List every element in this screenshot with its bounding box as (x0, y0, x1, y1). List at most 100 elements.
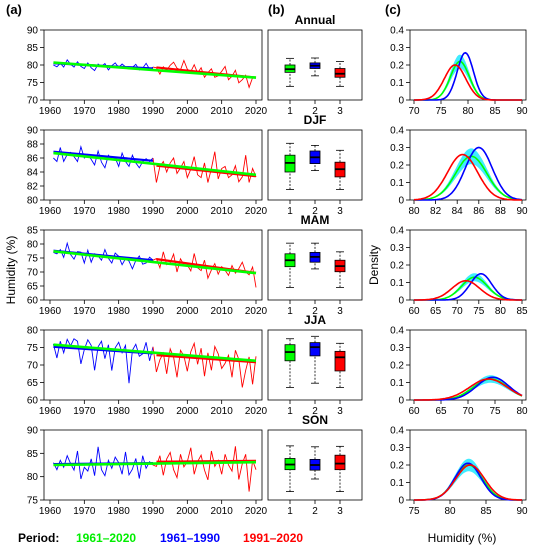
x-tick-label: 82 (430, 206, 442, 217)
boxplot-frame (267, 129, 363, 201)
x-tick-label: 84 (452, 206, 464, 217)
density-curve-1991-2020 (414, 378, 523, 401)
y-tick-label: 70 (27, 268, 39, 279)
trend-line-1991-2020 (156, 164, 257, 178)
y-tick-label: 80 (27, 472, 39, 483)
y-tick-label: 65 (27, 282, 39, 293)
density-curve-1961-1990 (414, 146, 523, 201)
x-tick-label: 1970 (73, 106, 96, 117)
x-tick-label: 60 (408, 306, 420, 317)
x-tick-label: 2020 (245, 106, 268, 117)
season-title: DJF (304, 113, 327, 127)
x-tick-label: 1990 (142, 506, 165, 517)
x-tick-label: 2010 (211, 406, 234, 417)
density-confidence-band (414, 458, 522, 500)
x-tick-label: 1970 (73, 506, 96, 517)
x-tick-label: 1990 (142, 106, 165, 117)
x-tick-label: 2000 (176, 506, 199, 517)
density-curve-1991-2020 (414, 279, 522, 301)
y-tick-label: 85 (27, 449, 39, 460)
y-tick-label: 86 (27, 154, 39, 165)
y-tick-label: 0.4 (390, 426, 404, 437)
series-line-1991-2020 (152, 341, 257, 388)
x-tick-label: 2010 (211, 506, 234, 517)
x-tick-label: 60 (408, 406, 420, 417)
x-tick-label: 1960 (39, 306, 62, 317)
y-tick-label: 65 (27, 378, 39, 389)
x-tick-label: 2010 (211, 106, 234, 117)
x-tick-label: 86 (473, 206, 485, 217)
y-tick-label: 0.2 (390, 61, 404, 72)
legend-item-full: 1961–2020 (76, 531, 136, 545)
box-period-label: 3 (337, 106, 343, 117)
x-tick-label: 70 (462, 406, 474, 417)
x-tick-label: 90 (516, 206, 528, 217)
season-title: JJA (304, 313, 326, 327)
y-tick-label: 0.4 (390, 226, 404, 237)
density-curve-1991-2020 (414, 64, 522, 101)
x-tick-label: 65 (435, 406, 447, 417)
x-tick-label: 1960 (39, 106, 62, 117)
y-tick-label: 90 (27, 26, 39, 37)
box-period-label: 3 (337, 306, 343, 317)
y-tick-label: 0.2 (390, 161, 404, 172)
density-frame (409, 29, 527, 101)
season-title: SON (302, 413, 328, 427)
y-tick-label: 0.1 (390, 78, 404, 89)
x-tick-label: 90 (516, 506, 528, 517)
box-body-period-3 (334, 350, 346, 372)
y-tick-label: 0.1 (390, 178, 404, 189)
y-tick-label: 0 (398, 296, 404, 307)
x-tick-label: 80 (462, 106, 474, 117)
y-tick-label: 0.3 (390, 243, 404, 254)
trend-line-1961-1990 (53, 150, 154, 162)
y-tick-label: 80 (27, 326, 39, 337)
trend-line-1991-2020 (156, 459, 257, 463)
x-tick-label: 85 (516, 306, 528, 317)
y-tick-label: 0 (398, 496, 404, 507)
density-confidence-band (414, 54, 522, 100)
y-tick-label: 0.3 (390, 343, 404, 354)
y-tick-label: 0.3 (390, 43, 404, 54)
x-tick-label: 1990 (142, 406, 165, 417)
y-tick-label: 0.2 (390, 361, 404, 372)
x-tick-label: 88 (495, 206, 507, 217)
y-tick-label: 80 (27, 196, 39, 207)
x-tick-label: 1980 (108, 106, 131, 117)
x-tick-label: 1960 (39, 406, 62, 417)
x-tick-label: 1980 (108, 206, 131, 217)
y-tick-label: 80 (27, 240, 39, 251)
x-tick-label: 1980 (108, 406, 131, 417)
box-period-label: 2 (312, 206, 318, 217)
y-tick-label: 82 (27, 182, 39, 193)
density-frame (409, 129, 527, 201)
panel-label-b: (b) (268, 2, 285, 17)
season-row-son: 75 80 85 90 1960 1970 1980 1990 2000 2010 2020 SON 1… (27, 413, 528, 517)
density-curve-1961-2020 (414, 60, 522, 101)
x-tick-label: 2020 (245, 506, 268, 517)
y-tick-label: 0.1 (390, 378, 404, 389)
y-tick-label: 75 (27, 343, 39, 354)
legend-label: Period: (18, 531, 59, 545)
x-tick-label: 70 (452, 306, 464, 317)
y-tick-label: 0.2 (390, 261, 404, 272)
density-curve-1991-2020 (414, 464, 522, 501)
y-tick-label: 0.2 (390, 461, 404, 472)
y-tick-label: 0 (398, 196, 404, 207)
y-tick-label: 0.1 (390, 278, 404, 289)
x-tick-label: 1970 (73, 206, 96, 217)
x-tick-label: 2000 (176, 206, 199, 217)
trend-line-1961-2020 (53, 249, 257, 275)
y-tick-label: 75 (27, 254, 39, 265)
panel-label-c: (c) (385, 2, 401, 17)
y-tick-label: 84 (27, 168, 39, 179)
x-tick-label: 80 (408, 206, 420, 217)
x-tick-label: 75 (489, 406, 501, 417)
box-period-label: 2 (312, 106, 318, 117)
x-tick-label: 1980 (108, 306, 131, 317)
y-tick-label: 0.3 (390, 143, 404, 154)
trend-line-1961-2020 (53, 343, 257, 363)
box-period-label: 2 (312, 306, 318, 317)
y-tick-label: 85 (27, 43, 39, 54)
